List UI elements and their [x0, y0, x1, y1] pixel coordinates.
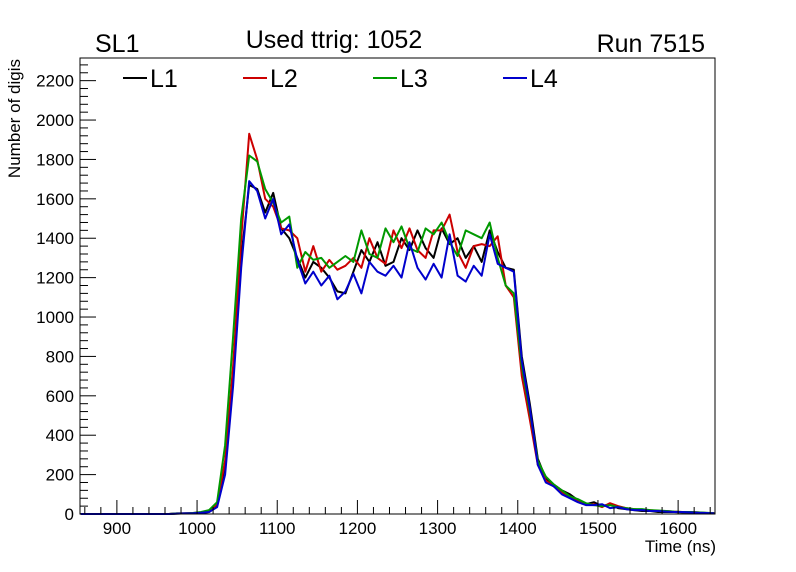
y-tick-label: 1200 [36, 269, 74, 288]
x-tick-label: 1400 [499, 519, 537, 538]
series-lines [80, 132, 715, 515]
y-axis-label: Number of digis [5, 59, 24, 178]
x-tick-label: 1600 [659, 519, 697, 538]
axes: 900 1000 1100 1200 1300 1400 1500 1600 0 200 400 60… [36, 64, 711, 538]
y-tick-label: 0 [65, 505, 74, 524]
x-tick-label: 1000 [178, 519, 216, 538]
chart-title: Used ttrig: 1052 [246, 26, 423, 54]
y-tick-label: 2000 [36, 111, 74, 130]
x-tick-label: 1200 [338, 519, 376, 538]
series-line-l2 [80, 132, 715, 515]
y-tick-label: 400 [46, 426, 74, 445]
x-tick-label: 1100 [259, 519, 296, 538]
series-line-l3 [80, 154, 715, 515]
y-tick-label: 600 [46, 387, 74, 406]
chart-right-label: Run 7515 [597, 30, 705, 58]
series-line-l4 [80, 180, 715, 515]
y-tick-label: 200 [46, 466, 74, 485]
y-tick-label: 1000 [36, 308, 74, 327]
y-tick-label: 800 [46, 347, 74, 366]
y-tick-label: 1400 [36, 229, 74, 248]
y-tick-label: 1800 [36, 150, 74, 169]
legend-label-l1: L1 [150, 65, 178, 93]
x-axis-label: Time (ns) [645, 537, 716, 556]
y-tick-label: 2200 [36, 72, 74, 91]
chart-left-label: SL1 [95, 30, 139, 58]
y-tick-label: 1600 [36, 190, 74, 209]
legend-label-l4: L4 [530, 65, 558, 93]
legend-label-l3: L3 [400, 65, 428, 93]
legend: L1 L2 L3 L4 [123, 65, 558, 93]
x-tick-label: 1300 [419, 519, 457, 538]
x-tick-label: 900 [103, 519, 131, 538]
legend-label-l2: L2 [270, 65, 298, 93]
plot-frame [79, 57, 716, 515]
x-tick-label: 1500 [579, 519, 617, 538]
